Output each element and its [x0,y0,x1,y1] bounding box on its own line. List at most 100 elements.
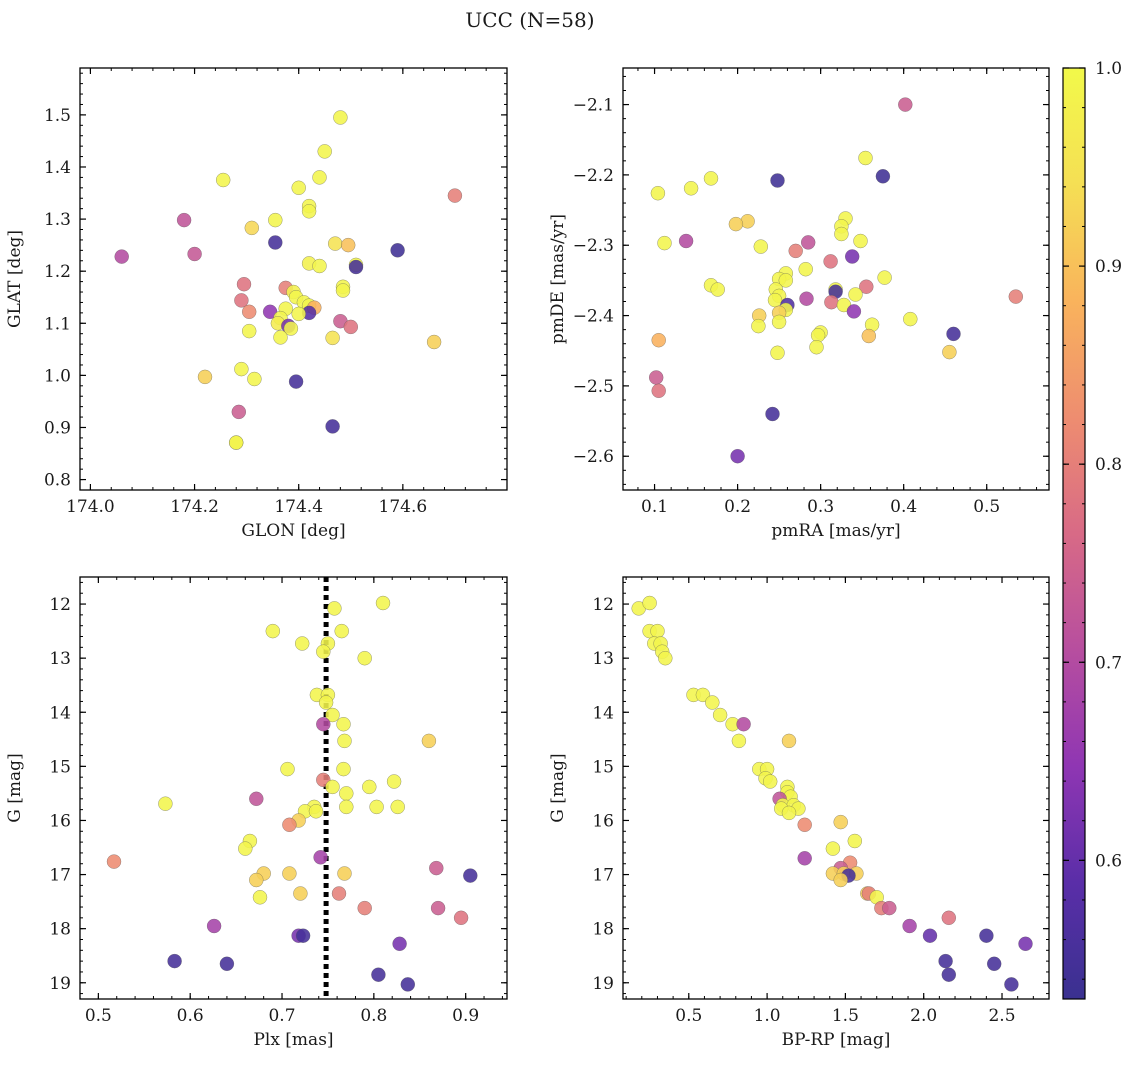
colorbar-tick-label: 1.0 [1095,59,1122,79]
scatter-point [853,233,868,249]
scatter-point [938,953,953,969]
scatter-point [834,226,849,242]
y-tick-label: 1.2 [44,262,71,282]
scatter-point [294,636,310,651]
scatter-point [809,339,824,355]
scatter-point [312,170,327,185]
scatter-point [369,799,384,815]
scatter-point [421,733,437,749]
scatter-point [730,448,745,464]
scatter-point [447,188,463,203]
y-tick-label: 1.3 [44,210,71,230]
scatter-point [833,872,848,888]
scatter-point [316,644,331,659]
scatter-point [241,304,257,320]
x-axis-label: GLON [deg] [241,521,345,541]
y-tick-label: 18 [592,920,614,940]
y-tick-label: 14 [592,703,614,723]
scatter-point [187,246,202,262]
y-tick-label: 12 [49,595,71,615]
x-tick-label: 0.8 [360,1006,387,1026]
scatter-point [301,204,317,219]
scatter-point [327,601,342,616]
scatter-point [770,345,785,361]
y-tick-label: 16 [49,811,71,831]
colorbar-tick-label: 0.7 [1095,653,1122,673]
scatter-point [252,890,268,905]
scatter-point [343,319,359,335]
axes-frame [79,67,508,491]
scatter-point [703,171,719,186]
scatter-point [241,323,257,339]
scatter-point [295,928,311,943]
scatter-point [244,220,260,236]
scatter-point [362,779,377,795]
scatter-point [430,900,446,916]
y-tick-label: 17 [592,866,614,886]
scatter-point [249,791,264,807]
y-tick-label: 12 [592,595,614,615]
scatter-point [339,799,354,815]
x-tick-label: 0.3 [807,497,834,517]
y-axis-label: pmDE [mas/yr] [548,214,568,344]
scatter-point [390,243,405,258]
scatter-point [736,716,751,732]
scatter-point [316,716,331,732]
scatter-point [337,733,352,749]
y-tick-label: 0.9 [44,418,71,438]
scatter-point [371,967,386,982]
y-tick-label: −2.2 [573,166,614,186]
scatter-point [902,918,917,934]
scatter-point [751,318,766,334]
scatter-point [390,799,405,815]
scatter-point [106,854,122,869]
y-tick-label: 0.8 [44,471,71,491]
x-tick-label: 1.0 [754,1006,781,1026]
scatter-point [325,419,340,434]
scatter-point [219,956,235,972]
scatter-point [375,595,391,611]
scatter-point [765,406,780,422]
scatter-point [167,953,182,969]
panel-glon-glat: 174.0 174.2 174.4 174.6 0.8 0.9 1.0 1.1 1.2 1.3 1.… [5,67,508,541]
scatter-point [268,212,283,228]
scatter-point [206,918,222,934]
scatter-point [731,733,747,749]
scatter-point [824,294,839,310]
x-tick-label: 174.0 [66,497,115,517]
scatter-point [657,235,672,251]
x-tick-label: 0.5 [973,497,1000,517]
scatter-point [231,404,247,420]
scatter-point [650,185,666,201]
scatter-point [797,817,812,833]
y-tick-label: 15 [592,757,614,777]
x-tick-label: 0.5 [675,1006,702,1026]
scatter-point [710,282,725,297]
scatter-point [762,774,778,789]
scatter-point [291,306,306,322]
x-axis-label: BP-RP [mag] [782,1030,891,1050]
scatter-point [683,181,699,196]
scatter-point [882,900,897,916]
x-tick-label: 174.6 [379,497,428,517]
scatter-point [234,361,249,377]
scatter-point [1018,936,1033,952]
colorbar-tick-label: 0.9 [1095,257,1122,277]
x-tick-label: 2.0 [910,1006,937,1026]
x-tick-label: 0.4 [890,497,917,517]
scatter-point [280,761,295,777]
scatter-point [859,279,874,294]
scatter-point [348,259,364,275]
scatter-point [797,851,812,866]
y-tick-label: −2.4 [573,307,614,327]
y-axis-label: G [mag] [548,753,568,822]
scatter-point [781,733,797,749]
scatter-point [861,328,877,344]
scatter-point [236,276,252,292]
y-tick-label: −2.3 [573,236,614,256]
scatter-point [325,707,340,723]
scatter-point [986,956,1002,972]
scatter-point [392,936,407,952]
scatter-point [325,330,340,346]
scatter-point [176,212,192,228]
